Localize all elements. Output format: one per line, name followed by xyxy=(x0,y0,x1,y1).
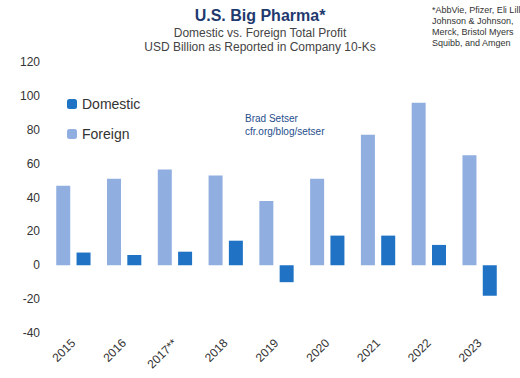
svg-text:Brad Setser: Brad Setser xyxy=(245,113,298,124)
svg-text:Foreign: Foreign xyxy=(82,126,129,142)
svg-text:2021: 2021 xyxy=(354,336,383,365)
svg-text:2015: 2015 xyxy=(50,336,79,365)
svg-text:2017**: 2017** xyxy=(145,336,181,372)
svg-text:2016: 2016 xyxy=(100,336,129,365)
svg-text:100: 100 xyxy=(20,89,40,103)
svg-text:2022: 2022 xyxy=(405,336,434,365)
svg-text:120: 120 xyxy=(20,55,40,69)
svg-text:40: 40 xyxy=(27,191,41,205)
svg-text:USD Billion as Reported in Com: USD Billion as Reported in Company 10-Ks xyxy=(144,40,375,54)
svg-text:Domestic: Domestic xyxy=(82,96,140,112)
svg-text:cfr.org/blog/setser: cfr.org/blog/setser xyxy=(245,126,325,137)
svg-text:80: 80 xyxy=(27,123,41,137)
svg-text:Johnson & Johnson,: Johnson & Johnson, xyxy=(432,16,514,26)
svg-text:Squibb, and Amgen: Squibb, and Amgen xyxy=(432,38,511,48)
svg-text:Merck, Bristol Myers: Merck, Bristol Myers xyxy=(432,27,514,37)
svg-text:2019: 2019 xyxy=(253,336,282,365)
svg-text:-40: -40 xyxy=(23,326,41,340)
svg-text:-20: -20 xyxy=(23,292,41,306)
svg-text:0: 0 xyxy=(33,258,40,272)
svg-text:U.S. Big Pharma*: U.S. Big Pharma* xyxy=(195,7,326,24)
svg-text:2020: 2020 xyxy=(303,336,332,365)
svg-text:20: 20 xyxy=(27,224,41,238)
svg-text:60: 60 xyxy=(27,157,41,171)
svg-text:2018: 2018 xyxy=(202,336,231,365)
svg-text:2023: 2023 xyxy=(456,336,485,365)
svg-text:*AbbVie, Pfizer, Eli Lilly,: *AbbVie, Pfizer, Eli Lilly, xyxy=(432,5,520,15)
svg-text:Domestic vs. Foreign Total Pro: Domestic vs. Foreign Total Profit xyxy=(174,26,347,40)
